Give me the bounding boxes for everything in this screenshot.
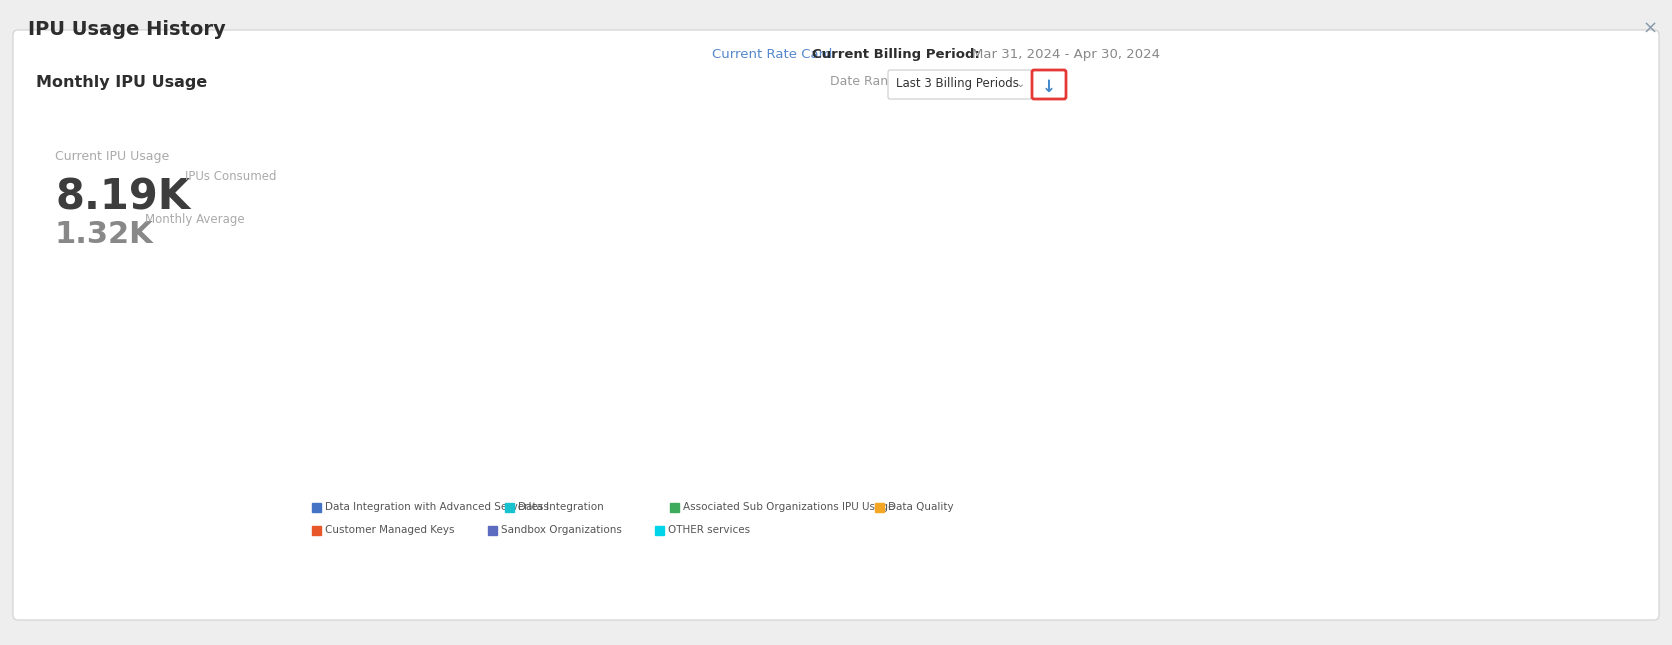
Text: Date Range:: Date Range:	[829, 75, 908, 88]
Bar	[400, 470, 423, 490]
Text: Customer Managed Keys: Customer Managed Keys	[324, 525, 455, 535]
Text: OTHER services: OTHER services	[669, 525, 751, 535]
Bar	[373, 407, 398, 490]
Text: 1.32K: 1.32K	[55, 220, 154, 249]
FancyBboxPatch shape	[888, 70, 1032, 99]
Text: Monthly Average: Monthly Average	[145, 213, 244, 226]
Text: ⌄: ⌄	[1015, 79, 1025, 89]
Text: ↓: ↓	[1042, 78, 1057, 96]
Text: IPUs Consumed: IPUs Consumed	[186, 170, 276, 183]
Text: Data Integration: Data Integration	[518, 502, 604, 512]
Text: Data Quality: Data Quality	[888, 502, 953, 512]
FancyBboxPatch shape	[13, 30, 1659, 620]
Bar	[888, 461, 911, 490]
Bar	[915, 381, 938, 490]
FancyBboxPatch shape	[1032, 70, 1067, 99]
Text: 8.19K: 8.19K	[55, 177, 191, 219]
Bar	[940, 477, 965, 490]
Text: Current Billing Period:: Current Billing Period:	[813, 48, 980, 61]
Text: Last 3 Billing Periods: Last 3 Billing Periods	[896, 77, 1018, 90]
Text: IPU Usage History: IPU Usage History	[28, 20, 226, 39]
Text: ×: ×	[1642, 20, 1657, 38]
Text: Monthly IPU Usage: Monthly IPU Usage	[37, 75, 207, 90]
Text: Sandbox Organizations: Sandbox Organizations	[502, 525, 622, 535]
Text: Associated Sub Organizations IPU Usage: Associated Sub Organizations IPU Usage	[682, 502, 895, 512]
Bar	[993, 164, 1017, 490]
Bar	[657, 470, 681, 490]
Bar	[630, 475, 655, 490]
Text: Data Integration with Advanced Serverless: Data Integration with Advanced Serverles…	[324, 502, 548, 512]
Text: Mar 31, 2024 - Apr 30, 2024: Mar 31, 2024 - Apr 30, 2024	[971, 48, 1160, 61]
Text: Current Rate Card: Current Rate Card	[712, 48, 833, 61]
Text: Current IPU Usage: Current IPU Usage	[55, 150, 169, 163]
